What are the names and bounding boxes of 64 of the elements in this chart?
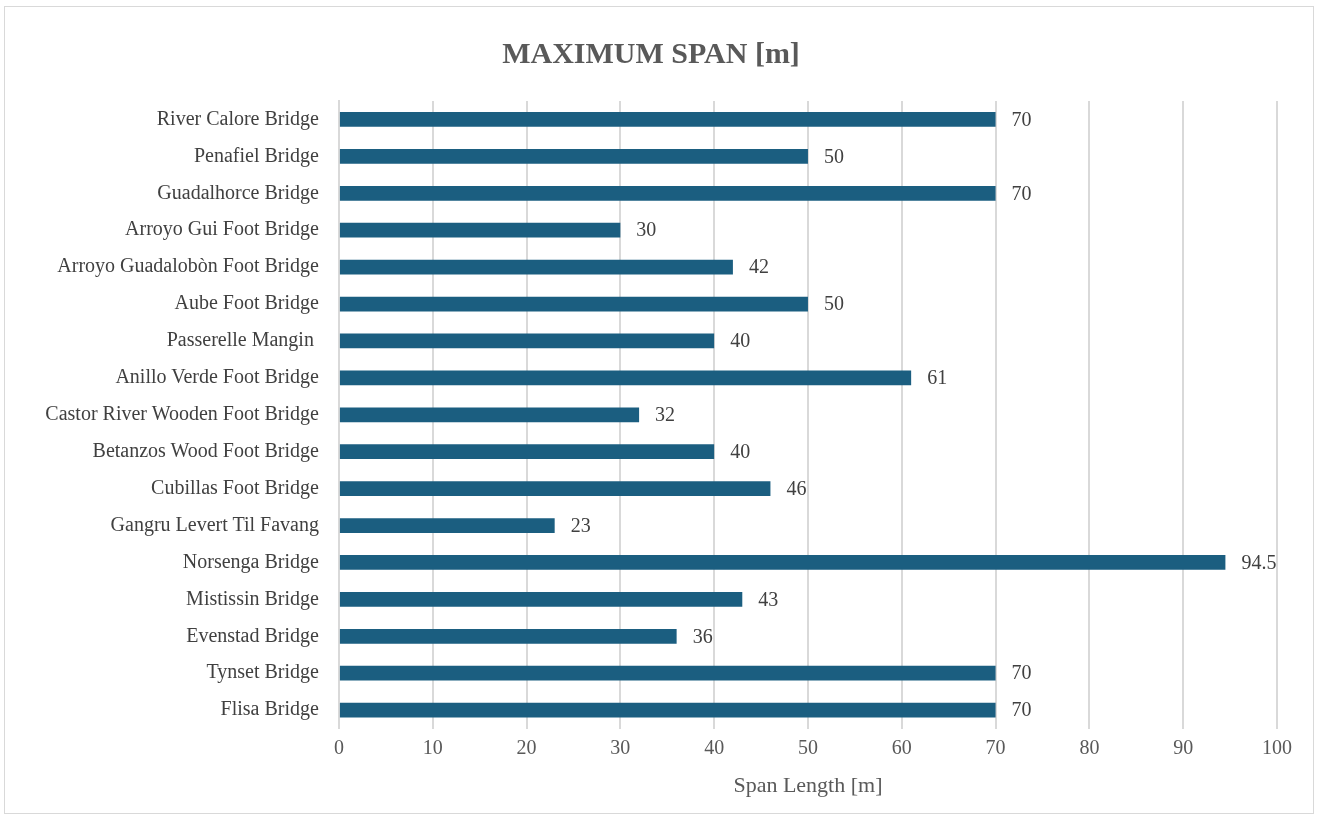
y-tick-label: Penafiel Bridge	[193, 143, 320, 167]
bar	[339, 333, 715, 349]
bar	[339, 481, 771, 497]
x-tick-label: 30	[610, 735, 631, 758]
y-tick-label: Passerelle Mangin	[166, 328, 319, 352]
bar	[339, 222, 621, 238]
bar	[339, 148, 808, 164]
y-tick-label: Mistissin Bridge	[186, 586, 320, 610]
bar	[339, 665, 996, 681]
y-tick-label: Evenstad Bridge	[186, 623, 320, 647]
y-tick-label: Norsenga Bridge	[182, 549, 320, 573]
x-tick-label: 100	[1262, 735, 1292, 758]
y-tick-label: Tynset Bridge	[206, 660, 320, 684]
bar	[339, 185, 996, 201]
y-tick-label: Guadalhorce Bridge	[157, 180, 320, 204]
y-tick-label: Arroyo Gui Foot Bridge	[125, 217, 320, 241]
x-tick-label: 70	[985, 735, 1006, 758]
data-label: 46	[786, 476, 807, 499]
data-label: 23	[570, 513, 591, 536]
data-label: 42	[748, 255, 769, 278]
data-label: 30	[636, 218, 657, 241]
bar	[339, 444, 715, 460]
x-tick-label: 10	[422, 735, 443, 758]
bar	[339, 592, 743, 607]
data-label: 94.5	[1241, 550, 1277, 573]
data-label: 43	[758, 587, 779, 610]
y-tick-label: Castor River Wooden Foot Bridge	[45, 402, 320, 426]
x-tick-label: 90	[1173, 735, 1194, 758]
x-tick-label: 80	[1079, 735, 1100, 758]
data-label: 70	[1011, 181, 1032, 204]
y-tick-label: River Calore Bridge	[156, 106, 320, 130]
data-label: 40	[730, 439, 751, 462]
y-tick-label: Arroyo Guadalobòn Foot Bridge	[57, 254, 320, 278]
data-label: 70	[1011, 661, 1032, 684]
x-tick-label: 0	[333, 735, 344, 758]
bar	[339, 555, 1226, 570]
bar	[339, 296, 808, 312]
y-tick-label: Aube Foot Bridge	[174, 291, 320, 315]
data-label: 32	[655, 403, 676, 426]
data-label: 70	[1011, 107, 1032, 130]
y-tick-label: Cubillas Foot Bridge	[151, 475, 320, 499]
data-label: 36	[692, 624, 713, 647]
y-tick-label: Betanzos Wood Foot Bridge	[92, 438, 320, 462]
data-label: 50	[823, 292, 844, 315]
bar	[339, 259, 733, 275]
bar	[339, 407, 640, 423]
x-tick-label: 60	[891, 735, 912, 758]
bar	[339, 518, 555, 533]
x-tick-label: 20	[516, 735, 537, 758]
bar	[339, 702, 996, 718]
data-label: 61	[927, 366, 948, 389]
bar	[339, 370, 912, 386]
bar	[339, 112, 996, 127]
chart-title: MAXIMUM SPAN [m]	[502, 35, 800, 69]
data-label: 50	[823, 144, 844, 167]
x-axis-title: Span Length [m]	[733, 771, 883, 797]
y-tick-label: Anillo Verde Foot Bridge	[115, 365, 320, 389]
x-tick-label: 50	[797, 735, 818, 758]
bar	[339, 628, 677, 644]
x-tick-label: 40	[704, 735, 725, 758]
y-tick-label: Flisa Bridge	[220, 697, 320, 721]
data-label: 40	[730, 329, 751, 352]
y-tick-label: Gangru Levert Til Favang	[110, 512, 319, 536]
data-label: 70	[1011, 698, 1032, 721]
